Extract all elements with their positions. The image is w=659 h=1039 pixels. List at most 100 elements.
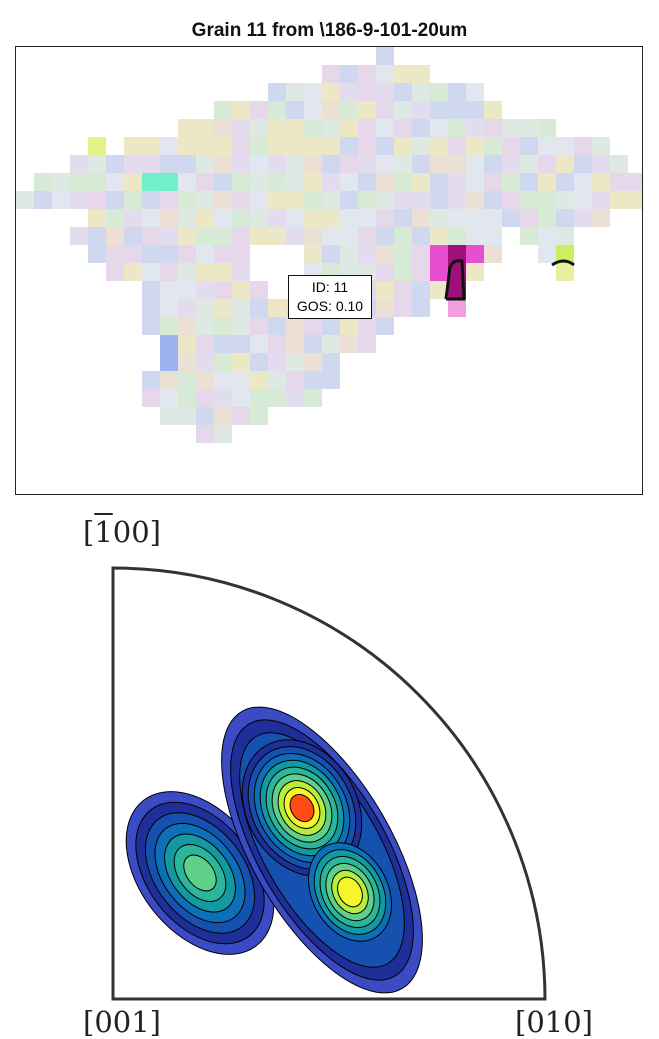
grain-pixel [160,227,178,245]
grain-pixel [394,65,412,83]
grain-pixel [70,173,88,191]
grain-pixel [250,209,268,227]
grain-pixel [322,335,340,353]
grain-pixel [376,47,394,65]
grain-pixel [466,263,484,281]
grain-pixel [520,119,538,137]
grain-pixel [250,173,268,191]
grain-pixel [466,101,484,119]
grain-pixel [196,299,214,317]
grain-pixel [340,173,358,191]
grain-pixel [412,101,430,119]
grain-pixel [160,263,178,281]
grain-pixel [286,227,304,245]
grain-pixel [232,371,250,389]
grain-pixel [358,245,376,263]
grain-pixel [160,245,178,263]
grain-pixel [214,101,232,119]
grain-pixel [448,119,466,137]
grain-pixel [250,101,268,119]
grain-pixel [358,155,376,173]
grain-pixel [106,191,124,209]
grain-pixel [214,281,232,299]
grain-pixel-accent [88,137,106,155]
grain-pixel [304,83,322,101]
grain-pixel [106,173,124,191]
grain-pixel [412,83,430,101]
grain-pixel [394,137,412,155]
grain-pixel [232,119,250,137]
grain-pixel [340,317,358,335]
grain-pixel [232,299,250,317]
grain-pixel [448,83,466,101]
grain-pixel [412,191,430,209]
grain-pixel [556,227,574,245]
grain-pixel [376,173,394,191]
grain-pixel [376,245,394,263]
grain-pixel [160,317,178,335]
grain-pixel [160,155,178,173]
grain-pixel [178,227,196,245]
grain-pixel [250,137,268,155]
grain-pixel [448,101,466,119]
grain-pixel [340,155,358,173]
grain-pixel [376,299,394,317]
grain-pixel [538,137,556,155]
grain-pixel [520,191,538,209]
grain-pixel-accent [430,263,448,281]
grain-pixel [250,353,268,371]
grain-pixel [286,119,304,137]
grain-pixel [88,245,106,263]
grain-pixel [196,281,214,299]
grain-pixel [394,209,412,227]
grain-pixel [214,137,232,155]
grain-pixel [430,281,448,299]
grain-pixel [412,137,430,155]
grain-pixel [304,209,322,227]
grain-pixel [232,191,250,209]
grain-pixel [268,353,286,371]
grain-pixel [142,263,160,281]
grain-pixel [412,209,430,227]
grain-pixel [142,191,160,209]
grain-pixel [142,245,160,263]
grain-pixel [430,155,448,173]
grain-pixel [286,353,304,371]
grain-pixel [412,281,430,299]
grain-pixel [322,227,340,245]
grain-pixel [196,263,214,281]
grain-pixel [394,227,412,245]
grain-pixel [268,83,286,101]
grain-pixel [484,209,502,227]
grain-pixel [124,245,142,263]
grain-pixel [178,209,196,227]
grain-pixel [124,173,142,191]
grain-pixel [502,173,520,191]
grain-pixel [70,155,88,173]
grain-pixel [322,209,340,227]
grain-pixel [628,191,642,209]
grain-pixel [214,209,232,227]
grain-pixel [610,173,628,191]
grain-pixel [160,281,178,299]
grain-pixel [232,155,250,173]
grain-pixel [88,227,106,245]
grain-pixel [358,137,376,155]
grain-pixel [34,173,52,191]
grain-pixel [286,389,304,407]
grain-pixel [394,281,412,299]
grain-pixel [214,317,232,335]
grain-id-label: ID: 11 [311,279,349,295]
grain-pixel-accent [556,263,574,281]
grain-pixel [214,389,232,407]
grain-pixel [250,317,268,335]
grain-pixel [412,245,430,263]
grain-pixel [232,263,250,281]
grain-pixel [268,101,286,119]
grain-pixel [250,389,268,407]
grain-pixel [466,191,484,209]
grain-pixel [304,317,322,335]
grain-pixel [178,155,196,173]
grain-pixel [178,335,196,353]
grain-pixel [178,353,196,371]
